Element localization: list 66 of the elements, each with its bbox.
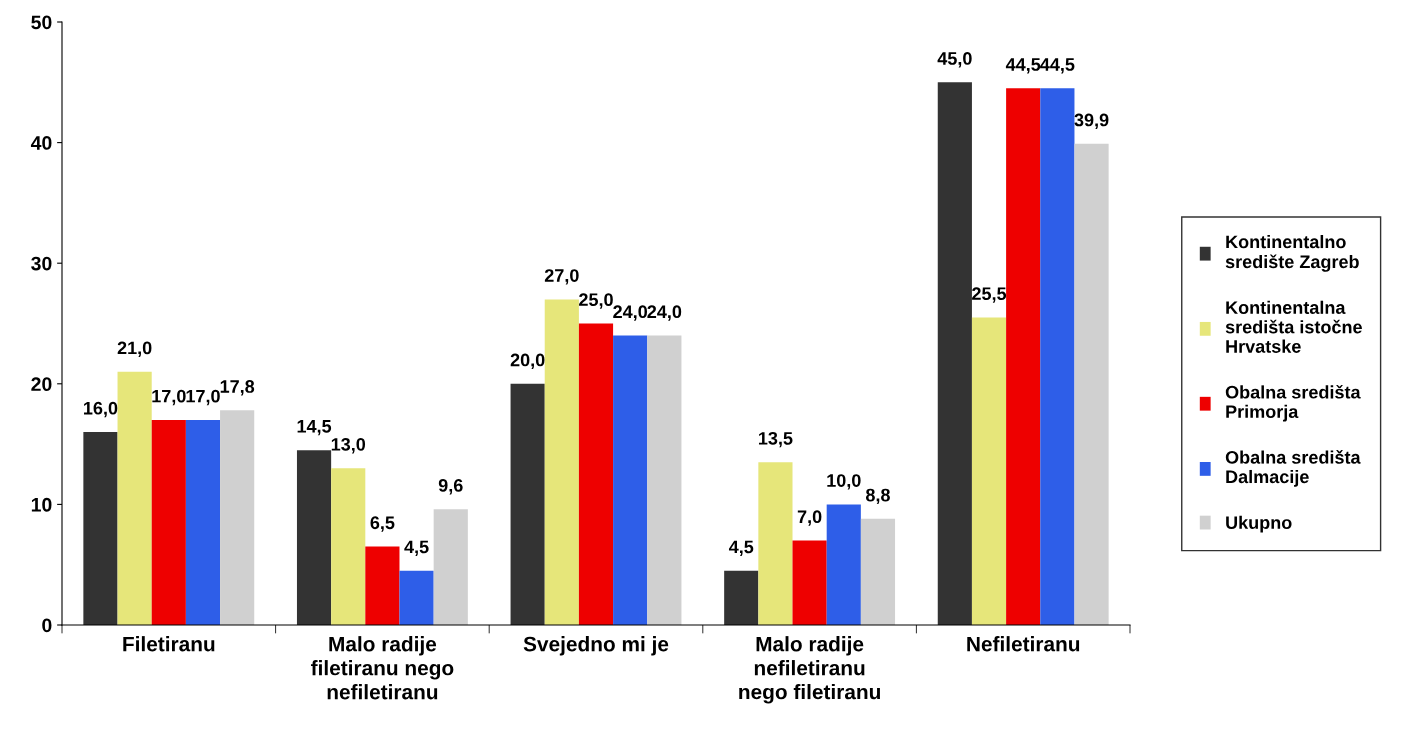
data-label: 4,5 <box>404 540 429 556</box>
bar <box>220 410 255 625</box>
bar <box>1006 88 1041 625</box>
bar <box>724 570 759 625</box>
y-tick-label: 40 <box>30 136 52 150</box>
legend-label: Obalna središta Dalmacije <box>1225 450 1361 487</box>
data-label: 9,6 <box>438 478 463 495</box>
data-label: 24,0 <box>647 305 682 321</box>
bar <box>860 518 896 625</box>
data-label: 44,5 <box>1040 58 1075 74</box>
bar <box>117 371 152 625</box>
bar <box>185 419 221 625</box>
y-tick-label: 50 <box>31 15 52 30</box>
data-label: 13,0 <box>331 437 366 454</box>
bar <box>331 468 366 625</box>
bar <box>83 432 118 625</box>
y-tick-label: 20 <box>31 377 52 392</box>
bar <box>365 546 400 625</box>
bar <box>151 419 186 625</box>
data-label: 20,0 <box>510 353 545 369</box>
data-label: 17,0 <box>152 389 186 406</box>
data-label: 17,0 <box>186 389 220 406</box>
data-label: 16,0 <box>84 401 118 418</box>
data-label: 25,0 <box>579 293 613 309</box>
data-label: 8,8 <box>865 488 890 505</box>
data-label: 6,5 <box>370 516 395 532</box>
bar <box>1040 88 1075 625</box>
data-label: 4,5 <box>728 540 754 556</box>
x-tick-label: Svejedno mi je <box>523 636 669 656</box>
x-tick-label: Malo radije filetiranu nego nefiletiranu <box>311 636 454 700</box>
data-label: 21,0 <box>117 341 152 357</box>
bar <box>971 317 1007 625</box>
bar <box>510 383 545 625</box>
bar <box>1074 143 1109 625</box>
x-tick-label: Malo radije nefiletiranu nego filetiranu <box>739 636 880 704</box>
y-tick-label: 10 <box>31 497 52 512</box>
bar <box>399 570 434 625</box>
data-label: 14,5 <box>297 420 332 436</box>
bar <box>544 299 579 625</box>
data-label: 24,0 <box>613 305 648 321</box>
bar <box>296 450 332 625</box>
y-tick-label: 0 <box>42 618 52 633</box>
legend-label: Ukupno <box>1226 515 1292 533</box>
data-label: 25,5 <box>972 287 1007 303</box>
bar <box>613 335 648 625</box>
bar <box>578 323 614 625</box>
data-label: 27,0 <box>544 269 579 285</box>
data-label: 44,5 <box>1005 58 1041 74</box>
x-tick-label: Nefiletiranu <box>967 636 1080 652</box>
bar <box>826 504 861 625</box>
data-label: 39,9 <box>1074 113 1109 129</box>
data-label: 13,5 <box>758 431 793 448</box>
data-label: 7,0 <box>797 510 822 526</box>
bar <box>433 509 468 625</box>
x-tick-label: Filetiranu <box>123 636 215 652</box>
data-label: 17,8 <box>220 380 255 396</box>
bar <box>758 462 793 625</box>
legend-label: Obalna središta Primorja <box>1225 384 1361 422</box>
data-label: 45,0 <box>937 52 972 68</box>
bar <box>647 335 682 625</box>
data-label: 10,0 <box>827 474 861 490</box>
bar <box>792 540 827 625</box>
bar <box>937 82 972 625</box>
legend-label: Kontinentalno središte Zagreb <box>1225 235 1359 272</box>
legend-label: Kontinentalna središta istočne Hrvatske <box>1225 300 1362 353</box>
y-tick-label: 30 <box>31 256 52 271</box>
